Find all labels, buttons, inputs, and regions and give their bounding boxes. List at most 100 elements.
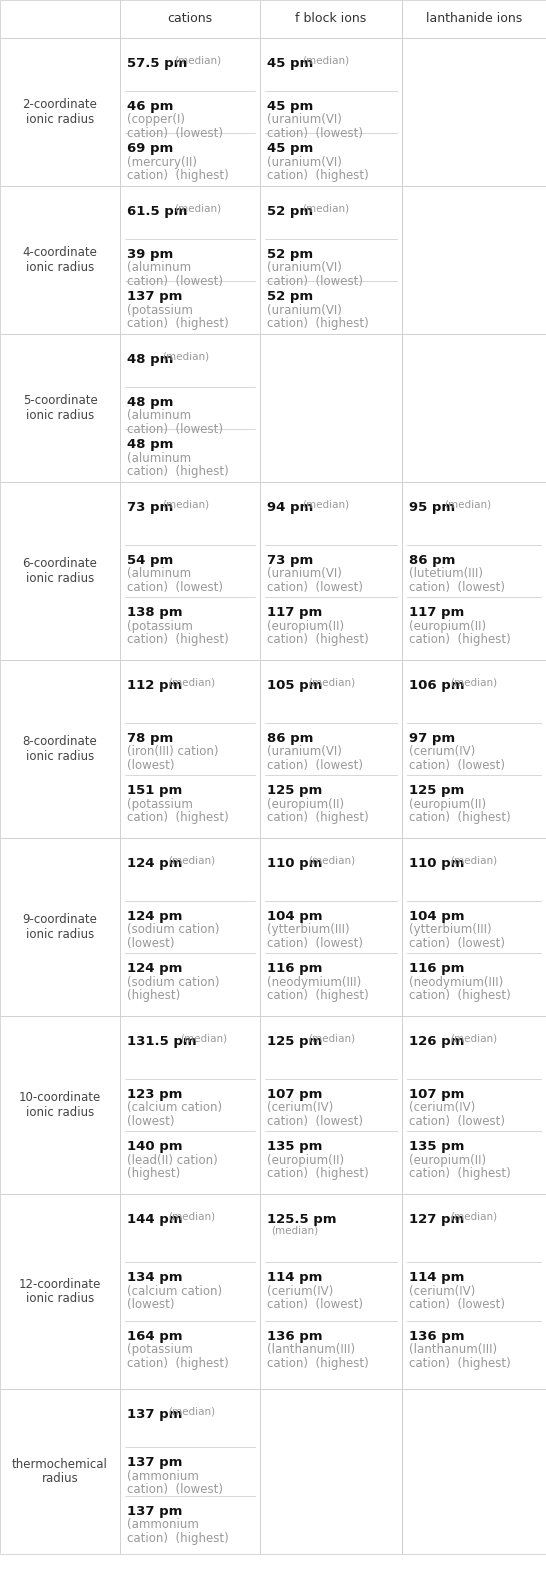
Text: 136 pm: 136 pm (409, 1330, 465, 1343)
Text: 12-coordinate
ionic radius: 12-coordinate ionic radius (19, 1278, 101, 1306)
Bar (402, 1389, 546, 1555)
Text: (sodium cation): (sodium cation) (127, 977, 219, 989)
Bar (0, 186, 120, 335)
Text: (iron(III) cation): (iron(III) cation) (127, 746, 218, 758)
Text: (cerium(IV): (cerium(IV) (409, 1101, 475, 1114)
Bar (0, 38, 120, 186)
Text: (ammonium: (ammonium (127, 1470, 199, 1483)
Bar (402, 838, 546, 1016)
Text: 107 pm: 107 pm (409, 1088, 465, 1101)
Text: cation)  (lowest): cation) (lowest) (409, 1115, 505, 1128)
Text: 9-coordinate
ionic radius: 9-coordinate ionic radius (22, 913, 97, 941)
Text: 114 pm: 114 pm (409, 1271, 465, 1284)
Text: cation)  (lowest): cation) (lowest) (127, 127, 223, 140)
Text: cation)  (highest): cation) (highest) (267, 169, 369, 182)
Bar (402, 186, 546, 335)
Text: (lanthanum(III): (lanthanum(III) (267, 1343, 355, 1356)
Text: (lanthanum(III): (lanthanum(III) (409, 1343, 497, 1356)
Text: (aluminum: (aluminum (127, 567, 191, 580)
Text: cation)  (highest): cation) (highest) (267, 317, 369, 330)
Text: cation)  (highest): cation) (highest) (127, 634, 229, 647)
Text: (potassium: (potassium (127, 798, 193, 811)
Text: 97 pm: 97 pm (409, 731, 455, 744)
Text: (uranium(VI): (uranium(VI) (267, 113, 342, 126)
Bar (260, 1195, 402, 1389)
Text: 5-coordinate
ionic radius: 5-coordinate ionic radius (22, 393, 97, 422)
Text: (median): (median) (181, 1034, 228, 1043)
Text: 125 pm: 125 pm (409, 784, 464, 798)
Text: 135 pm: 135 pm (267, 1141, 322, 1153)
Text: 2-coordinate
ionic radius: 2-coordinate ionic radius (22, 99, 97, 126)
Text: cation)  (lowest): cation) (lowest) (267, 127, 363, 140)
Bar (0, 1389, 120, 1555)
Text: (median): (median) (302, 56, 349, 65)
Bar (402, 1195, 546, 1389)
Text: (median): (median) (450, 855, 497, 865)
Text: 52 pm: 52 pm (267, 205, 313, 218)
Text: 86 pm: 86 pm (409, 554, 455, 567)
Text: (aluminum: (aluminum (127, 261, 191, 274)
Text: 151 pm: 151 pm (127, 784, 182, 798)
Bar (120, 660, 260, 838)
Text: cation)  (highest): cation) (highest) (127, 169, 229, 182)
Text: 110 pm: 110 pm (267, 857, 322, 870)
Text: 110 pm: 110 pm (409, 857, 465, 870)
Text: cation)  (highest): cation) (highest) (267, 989, 369, 1002)
Text: 69 pm: 69 pm (127, 142, 173, 156)
Text: (median): (median) (450, 677, 497, 688)
Text: (uranium(VI): (uranium(VI) (267, 304, 342, 317)
Text: (europium(II): (europium(II) (409, 798, 486, 811)
Bar (0, 838, 120, 1016)
Text: 117 pm: 117 pm (409, 607, 464, 620)
Text: (europium(II): (europium(II) (409, 1153, 486, 1166)
Bar (402, 1016, 546, 1195)
Text: (sodium cation): (sodium cation) (127, 924, 219, 937)
Text: (uranium(VI): (uranium(VI) (267, 746, 342, 758)
Text: 10-coordinate
ionic radius: 10-coordinate ionic radius (19, 1091, 101, 1118)
Text: 140 pm: 140 pm (127, 1141, 182, 1153)
Text: 137 pm: 137 pm (127, 1408, 182, 1421)
Text: (aluminum: (aluminum (127, 452, 191, 465)
Text: 6-coordinate
ionic radius: 6-coordinate ionic radius (22, 558, 97, 585)
Text: cations: cations (168, 13, 212, 25)
Text: (calcium cation): (calcium cation) (127, 1286, 222, 1298)
Text: 8-coordinate
ionic radius: 8-coordinate ionic radius (22, 734, 97, 763)
Text: 144 pm: 144 pm (127, 1212, 182, 1227)
Text: 125 pm: 125 pm (267, 1035, 322, 1048)
Text: 136 pm: 136 pm (267, 1330, 323, 1343)
Text: cation)  (highest): cation) (highest) (409, 634, 511, 647)
Text: 48 pm: 48 pm (127, 354, 174, 366)
Text: cation)  (lowest): cation) (lowest) (409, 581, 505, 594)
Bar (402, 0, 546, 38)
Text: (mercury(II): (mercury(II) (127, 156, 197, 169)
Bar (0, 1195, 120, 1389)
Text: (uranium(VI): (uranium(VI) (267, 156, 342, 169)
Text: (cerium(IV): (cerium(IV) (409, 1286, 475, 1298)
Text: (europium(II): (europium(II) (267, 1153, 344, 1166)
Text: (median): (median) (168, 1212, 215, 1222)
Bar (120, 0, 260, 38)
Bar (120, 1389, 260, 1555)
Text: (median): (median) (174, 56, 222, 65)
Text: 164 pm: 164 pm (127, 1330, 182, 1343)
Bar (260, 335, 402, 483)
Text: (uranium(VI): (uranium(VI) (267, 567, 342, 580)
Text: (median): (median) (271, 1225, 318, 1236)
Text: cation)  (lowest): cation) (lowest) (409, 1298, 505, 1311)
Text: 116 pm: 116 pm (409, 962, 465, 975)
Text: cation)  (lowest): cation) (lowest) (267, 581, 363, 594)
Text: 104 pm: 104 pm (409, 910, 465, 922)
Text: 105 pm: 105 pm (267, 679, 322, 691)
Text: cation)  (highest): cation) (highest) (409, 1168, 511, 1180)
Text: (ytterbium(III): (ytterbium(III) (267, 924, 349, 937)
Bar (0, 660, 120, 838)
Bar (260, 483, 402, 660)
Text: 112 pm: 112 pm (127, 679, 182, 691)
Text: 137 pm: 137 pm (127, 1505, 182, 1518)
Text: 126 pm: 126 pm (409, 1035, 465, 1048)
Text: cation)  (lowest): cation) (lowest) (127, 422, 223, 435)
Bar (260, 1016, 402, 1195)
Text: 106 pm: 106 pm (409, 679, 465, 691)
Text: (potassium: (potassium (127, 620, 193, 632)
Text: (lowest): (lowest) (127, 1298, 175, 1311)
